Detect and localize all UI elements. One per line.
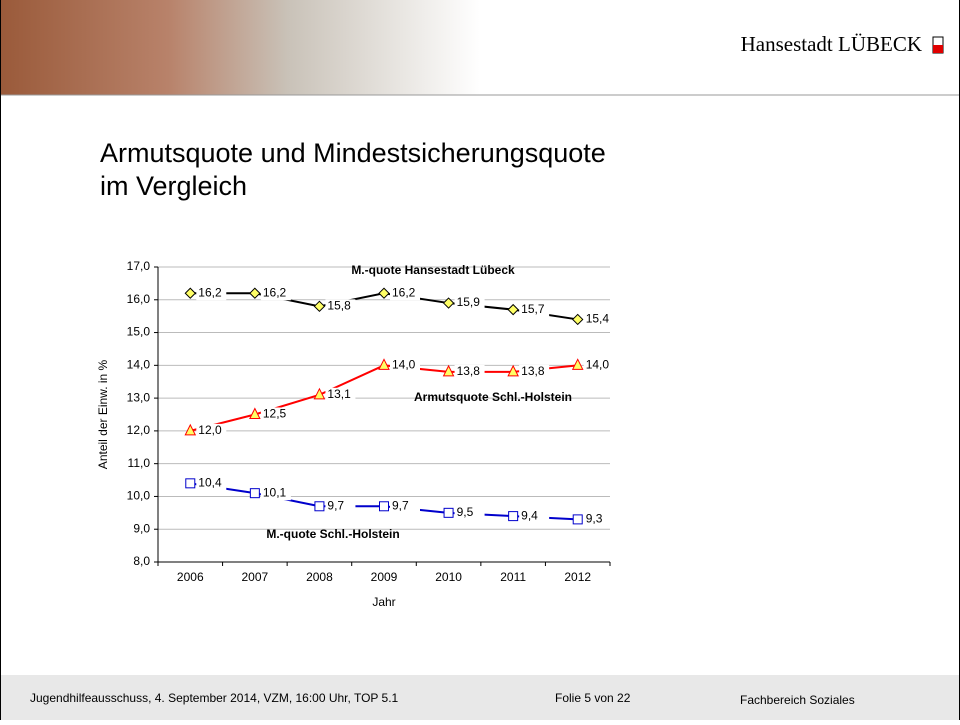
data-label: 14,0 (392, 358, 416, 372)
slide-title: Armutsquote und Mindestsicherungsquote (100, 138, 606, 168)
y-tick-label: 13,0 (127, 390, 151, 404)
marker (380, 502, 389, 511)
brand: Hansestadt LÜBECK (741, 32, 922, 56)
data-label: 9,4 (521, 508, 538, 522)
slide-title: im Vergleich (100, 171, 247, 201)
marker (186, 479, 195, 488)
brand-icon-red (933, 45, 943, 53)
x-tick-label: 2009 (371, 570, 398, 584)
y-tick-label: 17,0 (127, 259, 151, 273)
header-photo (0, 0, 480, 95)
x-tick-label: 2011 (500, 570, 526, 584)
y-tick-label: 9,0 (133, 521, 150, 535)
data-label: 15,4 (586, 312, 610, 326)
x-tick-label: 2012 (564, 570, 591, 584)
footer-text: Folie 5 von 22 (555, 691, 631, 705)
marker (444, 508, 453, 517)
data-label: 15,9 (457, 295, 481, 309)
footer-text: Fachbereich Soziales (740, 693, 855, 707)
marker (250, 489, 259, 498)
data-label: 13,8 (457, 364, 481, 378)
data-label: 12,0 (198, 423, 222, 437)
series-name: M.-quote Schl.-Holstein (266, 527, 399, 541)
x-tick-label: 2006 (177, 570, 204, 584)
y-tick-label: 12,0 (127, 423, 151, 437)
y-tick-label: 11,0 (128, 456, 151, 470)
data-label: 12,5 (263, 407, 287, 421)
marker (509, 512, 518, 521)
series-name: M.-quote Hansestadt Lübeck (351, 263, 515, 277)
data-label: 9,3 (586, 512, 603, 526)
data-label: 15,7 (521, 302, 545, 316)
marker (573, 515, 582, 524)
data-label: 16,2 (198, 285, 222, 299)
data-label: 10,1 (263, 485, 287, 499)
data-label: 9,7 (327, 498, 344, 512)
y-tick-label: 8,0 (133, 554, 150, 568)
y-axis-label: Anteil der Einw. in % (96, 359, 110, 469)
data-label: 16,2 (392, 285, 416, 299)
data-label: 14,0 (586, 358, 610, 372)
marker (315, 502, 324, 511)
data-label: 15,8 (327, 299, 351, 313)
data-label: 10,4 (198, 476, 222, 490)
series-name: Armutsquote Schl.-Holstein (414, 390, 572, 404)
x-tick-label: 2007 (242, 570, 269, 584)
x-axis-label: Jahr (372, 595, 395, 609)
y-tick-label: 14,0 (127, 358, 151, 372)
data-label: 13,1 (327, 387, 351, 401)
footer-text: Jugendhilfeausschuss, 4. September 2014,… (30, 691, 399, 705)
y-tick-label: 15,0 (127, 325, 151, 339)
x-tick-label: 2010 (435, 570, 462, 584)
data-label: 9,5 (457, 505, 474, 519)
data-label: 16,2 (263, 285, 287, 299)
data-label: 9,7 (392, 498, 409, 512)
y-tick-label: 16,0 (127, 292, 151, 306)
y-tick-label: 10,0 (127, 489, 151, 503)
x-tick-label: 2008 (306, 570, 333, 584)
slide: Hansestadt LÜBECK Armutsquote und Mindes… (0, 0, 960, 720)
data-label: 13,8 (521, 364, 545, 378)
